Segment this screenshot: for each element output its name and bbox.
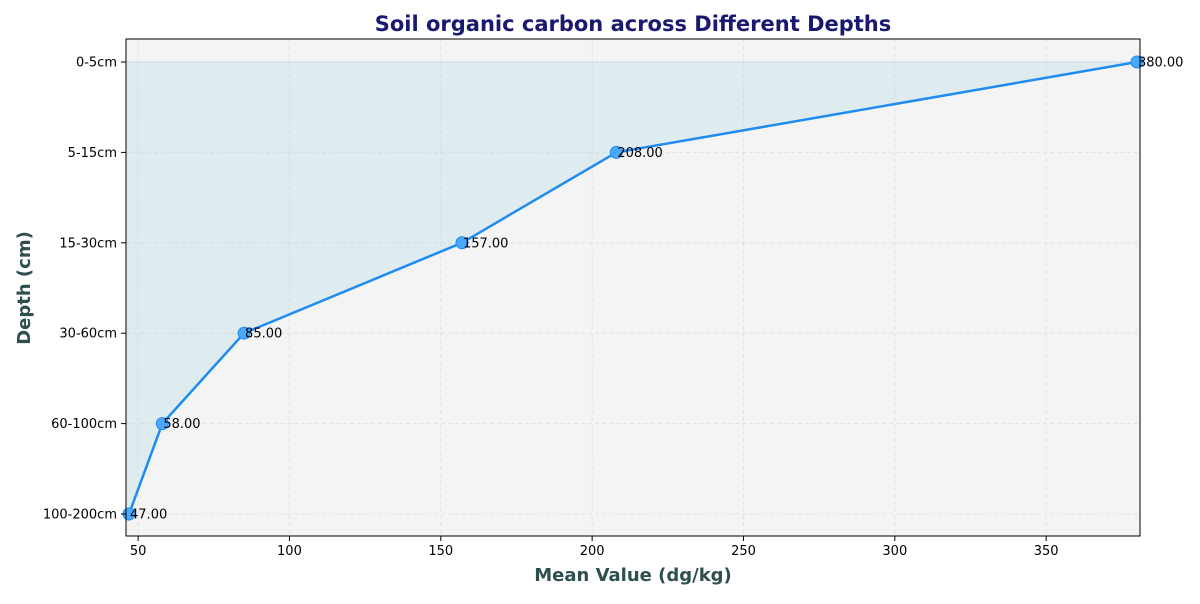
data-label: 85.00 [245,327,282,342]
chart-title: Soil organic carbon across Different Dep… [375,12,892,36]
y-axis: 0-5cm 5-15cm 15-30cm 30-60cm 60-100cm 100-200… [43,56,126,523]
x-tick-label: 300 [882,544,907,559]
data-point [155,417,169,431]
grid [126,39,1140,536]
y-tick-label: 15-30cm [59,236,117,251]
plot-frame [125,38,1141,537]
x-axis: 50 100 150 200 250 300 350 [130,536,1059,559]
x-tick-label: 250 [731,544,756,559]
data-label: 47.00 [130,508,167,523]
data-label: 58.00 [163,417,200,432]
data-point [609,145,623,159]
x-axis-label: Mean Value (dg/kg) [534,565,732,586]
x-tick-label: 50 [130,544,147,559]
plot-area [126,39,1140,536]
x-tick-label: 200 [580,544,605,559]
y-tick-label: 100-200cm [43,508,117,523]
data-point [237,326,251,340]
x-tick-label: 350 [1034,544,1059,559]
x-tick-label: 100 [277,544,302,559]
data-point [455,236,469,250]
y-tick-label: 0-5cm [76,56,117,71]
data-label: 157.00 [463,236,509,251]
y-tick-label: 5-15cm [68,146,117,161]
y-tick-label: 30-60cm [59,327,117,342]
y-axis-label: Depth (cm) [14,231,35,345]
series-line [127,60,1138,515]
y-tick-label: 60-100cm [51,417,117,432]
x-tick-label: 150 [428,544,453,559]
data-label: 208.00 [617,146,663,161]
data-label: 380.00 [1138,56,1184,71]
